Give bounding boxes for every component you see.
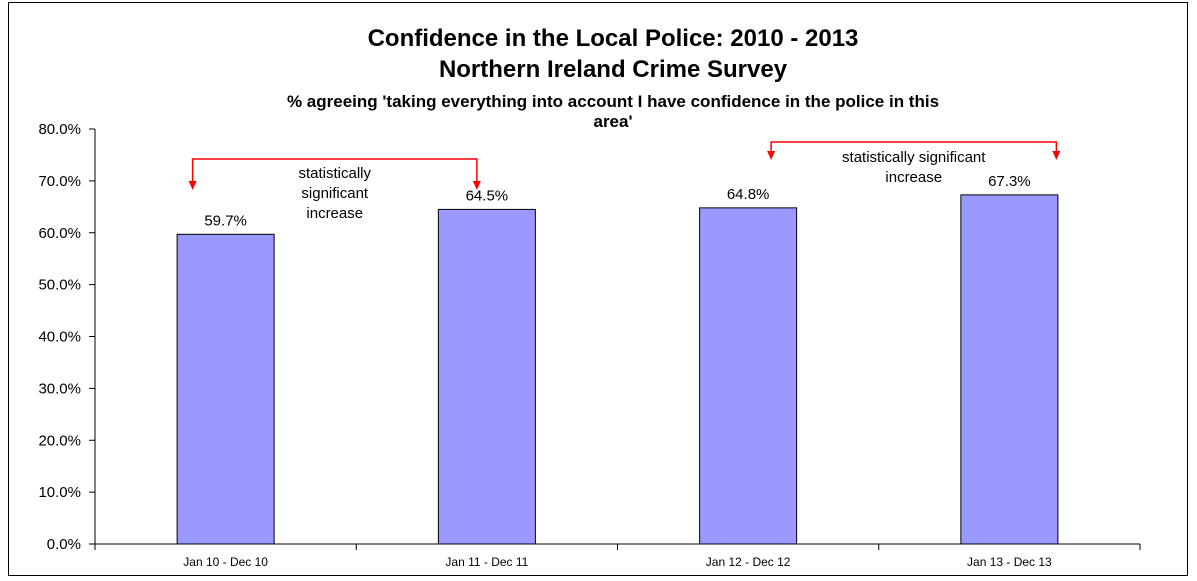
annotation-text: increase — [306, 205, 363, 222]
bar — [960, 194, 1059, 545]
x-tick-label: Jan 11 - Dec 11 — [445, 555, 528, 569]
chart-subtitle: Northern Ireland Crime Survey — [439, 56, 788, 83]
arrow-head-icon — [472, 181, 481, 190]
bar — [699, 207, 798, 545]
y-tick-label: 30.0% — [38, 380, 81, 397]
y-tick-label: 0.0% — [47, 536, 81, 553]
arrow-head-icon — [1052, 151, 1061, 160]
y-tick-label: 20.0% — [38, 432, 81, 449]
significance-bracket — [191, 158, 478, 182]
y-tick-label: 60.0% — [38, 225, 81, 242]
significance-bracket — [770, 141, 1058, 152]
y-tick-label: 50.0% — [38, 277, 81, 294]
y-tick-label: 40.0% — [38, 329, 81, 346]
y-tick-label: 70.0% — [38, 173, 81, 190]
bar — [176, 233, 275, 545]
y-tick-label: 10.0% — [38, 484, 81, 501]
y-tick-label: 80.0% — [38, 121, 81, 138]
annotation-text: increase — [885, 169, 942, 186]
annotation-text: statistically significant — [842, 149, 986, 166]
chart-subtitle-line-1: % agreeing 'taking everything into accou… — [287, 92, 939, 111]
annotation-text: significant — [301, 185, 369, 202]
arrow-head-icon — [767, 151, 776, 160]
annotation-text: statistically — [298, 165, 371, 182]
chart-title: Confidence in the Local Police: 2010 - 2… — [368, 25, 859, 52]
chart-subtitle-line-2: area' — [593, 112, 632, 131]
x-tick-label: Jan 12 - Dec 12 — [706, 555, 791, 569]
x-tick-label: Jan 10 - Dec 10 — [183, 555, 268, 569]
data-label: 59.7% — [204, 212, 247, 229]
arrow-head-icon — [188, 181, 197, 190]
data-label: 64.5% — [466, 187, 509, 204]
data-label: 64.8% — [727, 186, 770, 203]
bar — [437, 208, 536, 545]
x-tick-label: Jan 13 - Dec 13 — [967, 555, 1052, 569]
data-label: 67.3% — [988, 173, 1031, 190]
